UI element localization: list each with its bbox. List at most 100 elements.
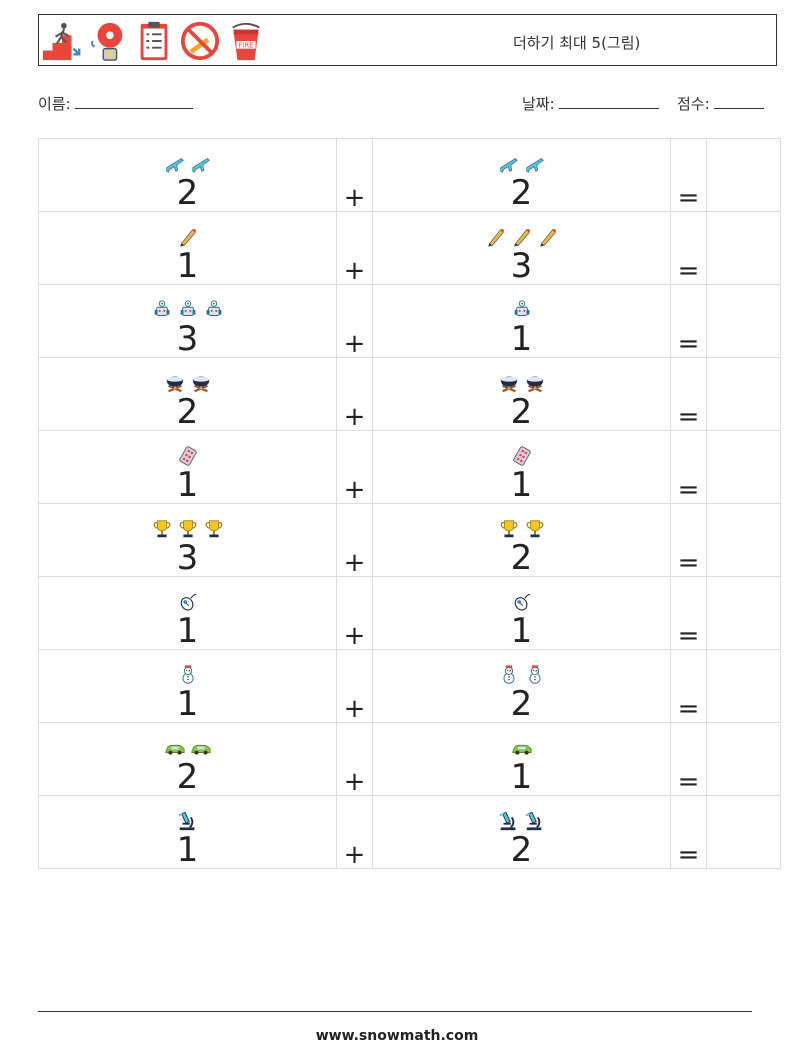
problem-row: 1 +2 = [38,649,781,724]
pill-pack-icon [512,446,531,466]
right-operand-cell: 1 [372,430,671,505]
worksheet-title: 더하기 최대 5(그림) [513,34,641,52]
left-operand-digit: 2 [176,392,199,432]
problem-row: 3 +2 = [38,503,781,578]
right-icon-group [373,295,670,321]
worksheet-header: FIRE 더하기 최대 5(그림) [38,14,777,66]
equals-sign: = [670,576,707,650]
answer-cell[interactable] [706,430,781,504]
emergency-exit-stairs-icon [42,22,81,61]
answer-cell[interactable] [706,138,781,212]
right-icon-group [373,660,670,686]
right-icon-group [373,806,670,832]
left-operand-cell: 1 [38,430,337,504]
plus-sign: + [336,649,373,723]
pencil-icon [179,228,196,247]
trophy-icon [500,520,517,538]
left-icon-group [39,441,336,467]
header-icon-strip: FIRE [41,18,267,64]
left-operand-cell: 2 [38,357,337,432]
right-operand-cell: 2 [372,138,671,213]
answer-cell[interactable] [706,795,781,869]
pencil-icon [513,228,530,247]
right-icon-group [373,587,670,613]
trophy-icon [153,520,170,538]
score-blank[interactable] [713,94,764,109]
right-operand-digit: 2 [510,173,533,213]
mouse-icon [180,593,196,611]
snowman-icon [503,665,514,684]
problem-row: 2 +1 = [38,722,781,797]
answer-cell[interactable] [706,503,781,577]
left-icon-group [39,733,336,759]
fire-bucket-label: FIRE [239,42,254,50]
answer-cell[interactable] [706,357,781,431]
left-operand-digit: 3 [176,319,199,359]
equals-sign: = [670,503,707,577]
campfire-pot-icon [500,376,517,393]
equals-sign: = [670,138,707,212]
equals-sign: = [670,357,707,431]
left-icon-group [39,368,336,394]
problem-row: 1 +3 = [38,211,781,286]
right-icon-group [373,368,670,394]
left-operand-cell: 3 [38,284,337,359]
right-operand-digit: 2 [510,538,533,578]
fire-alarm-bell-icon [91,22,123,61]
name-blank[interactable] [74,94,193,109]
right-operand-digit: 2 [510,830,533,870]
plus-sign: + [336,211,373,285]
right-operand-cell: 2 [372,649,671,724]
footer-divider [38,1011,752,1012]
checklist-clipboard-icon [140,21,168,61]
campfire-pot-icon [166,376,183,393]
problem-row: 1 +1 = [38,576,781,651]
left-operand-digit: 1 [176,684,199,724]
right-operand-cell: 2 [372,357,671,431]
score-label: 점수: [677,95,710,113]
left-operand-digit: 3 [176,538,199,578]
left-icon-group [39,806,336,832]
trophy-icon [205,520,222,538]
left-operand-digit: 1 [176,246,199,286]
right-operand-digit: 2 [510,684,533,724]
date-label: 날짜: [522,95,555,113]
plus-sign: + [336,357,373,431]
problem-grid: 2 +2 = 1 +3 = 3 +1 = 2 +2 = 1 +1 = 3 +2 = 1 +1 = 1 +2 = 2 +1 = 1 +2 = [38,138,781,869]
left-icon-group [39,660,336,686]
airplane-icon [525,158,544,173]
plus-sign: + [336,795,373,869]
right-operand-digit: 1 [510,465,533,505]
plus-sign: + [336,576,373,650]
problem-row: 1 +1 = [38,430,781,505]
plus-sign: + [336,503,373,577]
airplane-icon [499,158,518,173]
robot-icon [180,300,195,316]
right-operand-cell: 1 [372,284,671,359]
microscope-icon [177,811,194,831]
answer-cell[interactable] [706,649,781,723]
campfire-pot-icon [192,376,209,393]
mouse-icon [514,593,530,611]
left-icon-group [39,514,336,540]
airplane-icon [165,158,184,173]
right-operand-cell: 2 [372,503,671,578]
left-icon-group [39,587,336,613]
left-operand-cell: 2 [38,138,337,212]
right-operand-digit: 1 [510,319,533,359]
answer-cell[interactable] [706,576,781,650]
date-field: 날짜: [522,93,659,114]
answer-cell[interactable] [706,722,781,796]
left-operand-cell: 1 [38,795,337,869]
date-blank[interactable] [558,94,659,109]
problem-row: 2 +2 = [38,357,781,432]
left-operand-digit: 2 [176,757,199,797]
right-operand-digit: 1 [510,611,533,651]
score-field: 점수: [677,93,764,114]
answer-cell[interactable] [706,211,781,285]
right-operand-cell: 2 [372,795,671,870]
answer-cell[interactable] [706,284,781,358]
car-icon [190,744,211,755]
equals-sign: = [670,284,707,358]
equals-sign: = [670,430,707,504]
